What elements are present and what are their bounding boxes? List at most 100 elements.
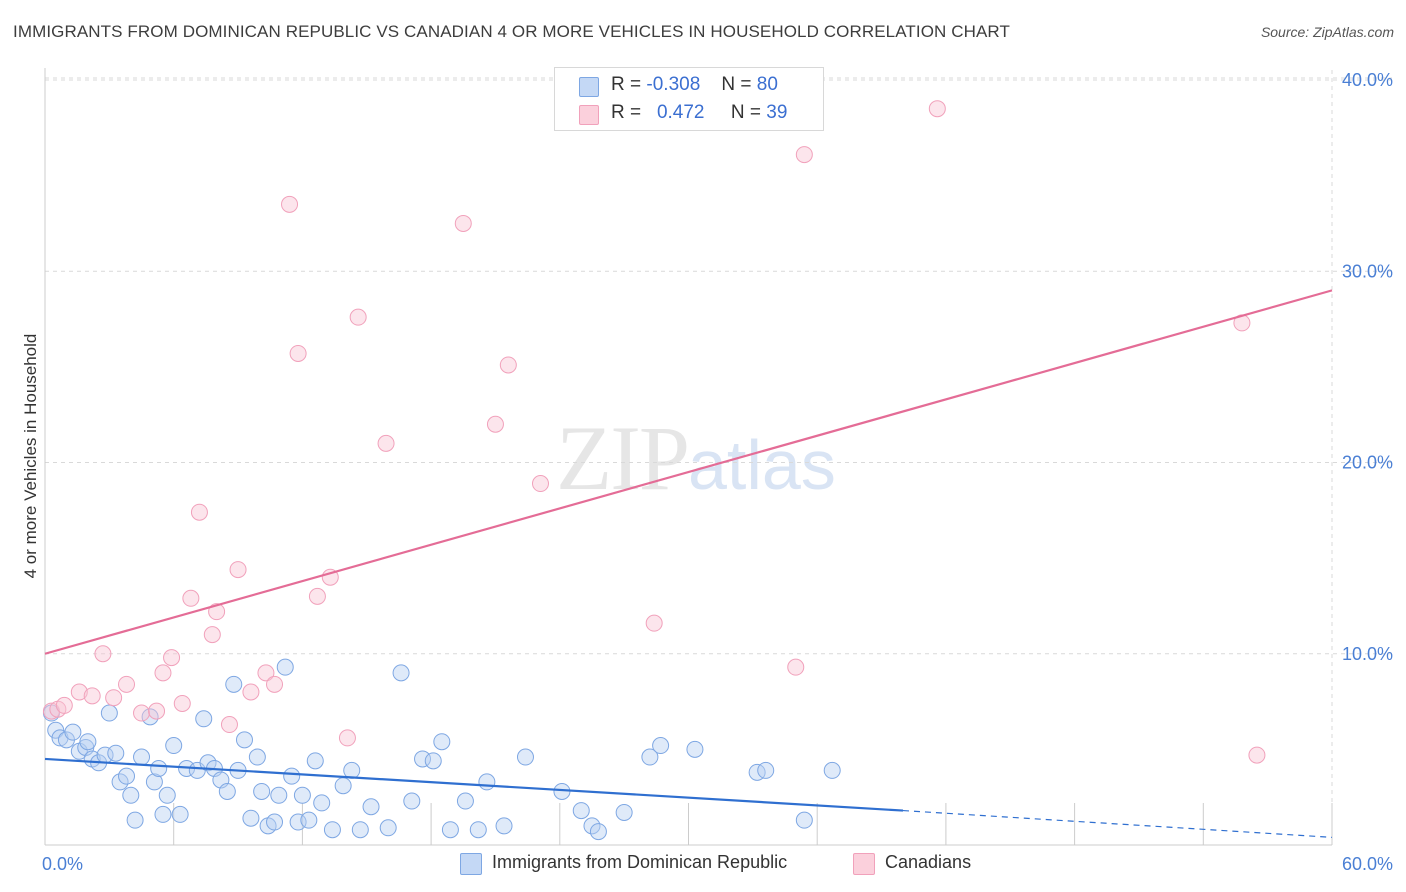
- pink-point-35: [795, 146, 813, 164]
- trend-line-blue: [44, 757, 904, 812]
- pink-point-14: [190, 503, 208, 521]
- blue-point-32: [225, 675, 243, 693]
- legend-swatch-pink: [579, 105, 599, 125]
- pink-point-6: [105, 689, 123, 707]
- blue-point-22: [158, 786, 176, 804]
- legend-r-value-pink: 0.472: [656, 102, 705, 123]
- blue-point-74: [757, 761, 775, 779]
- trend-lines: [44, 289, 1333, 838]
- blue-point-61: [469, 821, 487, 839]
- axes: [44, 68, 1333, 846]
- blue-point-71: [652, 737, 670, 755]
- pink-point-9: [148, 702, 166, 720]
- y-tick-label-20: 20.0%: [1342, 453, 1393, 473]
- pink-point-22: [281, 195, 299, 213]
- blue-point-76: [823, 761, 841, 779]
- pink-point-7: [118, 675, 136, 693]
- blue-point-54: [392, 664, 410, 682]
- pink-point-11: [163, 649, 181, 667]
- x-tick-label-max: 60.0%: [1342, 854, 1393, 874]
- pink-point-26: [338, 729, 356, 747]
- pink-point-20: [257, 664, 275, 682]
- trend-line-blue-extension: [902, 809, 1333, 838]
- blue-point-47: [313, 794, 331, 812]
- blue-point-72: [686, 740, 704, 758]
- chart-title: IMMIGRANTS FROM DOMINICAN REPUBLIC VS CA…: [13, 22, 1010, 41]
- pink-point-29: [454, 214, 472, 232]
- blue-point-58: [433, 733, 451, 751]
- bottom-legend-label-pink: Canadians: [885, 852, 972, 872]
- blue-point-37: [253, 782, 271, 800]
- y-tick-label-10: 10.0%: [1342, 644, 1393, 664]
- blue-point-59: [441, 821, 459, 839]
- pink-point-15: [203, 626, 221, 644]
- pink-point-12: [173, 694, 191, 712]
- legend-text-blue: R = -0.308 N = 80: [611, 74, 778, 96]
- legend-n-label-pink: N =: [730, 102, 762, 123]
- blue-point-41: [276, 658, 294, 676]
- grid-lines: [45, 70, 1392, 845]
- blue-point-68: [589, 823, 607, 841]
- blue-point-49: [334, 777, 352, 795]
- blue-point-7: [79, 733, 97, 751]
- blue-point-28: [199, 754, 217, 772]
- x-tick-label-min: 0.0%: [42, 854, 83, 874]
- blue-point-56: [414, 750, 432, 768]
- pink-point-10: [154, 664, 172, 682]
- pink-point-4: [83, 687, 101, 705]
- tick-labels: 10.0% 20.0% 30.0% 40.0% 0.0% 60.0%: [42, 70, 1393, 874]
- legend-n-label-blue: N =: [721, 74, 752, 95]
- blue-point-15: [122, 786, 140, 804]
- blue-point-70: [641, 748, 659, 766]
- legend-r-label-blue: R =: [611, 74, 642, 95]
- blue-point-44: [293, 786, 311, 804]
- watermark: ZIPatlas: [556, 405, 836, 511]
- blue-point-11: [100, 704, 118, 722]
- blue-point-69: [615, 803, 633, 821]
- blue-point-20: [150, 760, 168, 777]
- bottom-legend-label-blue: Immigrants from Dominican Republic: [492, 852, 788, 872]
- blue-point-18: [141, 708, 159, 726]
- blue-point-73: [748, 763, 766, 781]
- blue-point-35: [242, 809, 260, 827]
- blue-point-14: [118, 767, 136, 785]
- blue-point-45: [300, 811, 318, 829]
- blue-point-23: [165, 737, 183, 755]
- blue-point-34: [235, 731, 253, 749]
- blue-point-53: [379, 819, 397, 837]
- legend-r-value-blue: -0.308: [646, 74, 701, 95]
- blue-point-12: [107, 744, 125, 762]
- y-tick-label-30: 30.0%: [1342, 261, 1393, 281]
- blue-point-63: [495, 817, 513, 835]
- blue-point-19: [145, 773, 163, 791]
- series-blue-points: [42, 658, 841, 841]
- pink-point-13: [182, 589, 200, 607]
- pink-point-23: [289, 344, 307, 362]
- pink-point-2: [55, 696, 73, 714]
- blue-point-48: [323, 821, 341, 839]
- blue-point-21: [154, 805, 172, 823]
- bottom-legend-swatch-blue: [460, 853, 482, 875]
- pink-point-5: [94, 645, 112, 663]
- blue-point-27: [195, 710, 213, 728]
- legend-text-pink: R = 0.472 N = 39: [611, 102, 787, 124]
- blue-point-64: [516, 748, 534, 766]
- legend-n-value-pink: 39: [766, 102, 788, 123]
- pink-point-33: [645, 614, 663, 632]
- legend-swatch-blue: [579, 77, 599, 97]
- source-label: Source: ZipAtlas.com: [1260, 24, 1394, 40]
- blue-point-67: [583, 817, 601, 835]
- legend-r-label-pink: R =: [611, 102, 642, 123]
- blue-point-66: [572, 802, 590, 820]
- blue-point-55: [403, 792, 421, 810]
- blue-point-42: [283, 767, 301, 785]
- blue-point-1: [47, 721, 65, 739]
- pink-point-34: [787, 658, 805, 676]
- pink-point-31: [499, 356, 517, 374]
- blue-point-62: [478, 773, 496, 791]
- legend-n-value-blue: 80: [756, 74, 778, 95]
- blue-point-24: [171, 805, 189, 823]
- series-pink-points: [42, 100, 1266, 764]
- bottom-legend-swatch-pink: [853, 853, 875, 875]
